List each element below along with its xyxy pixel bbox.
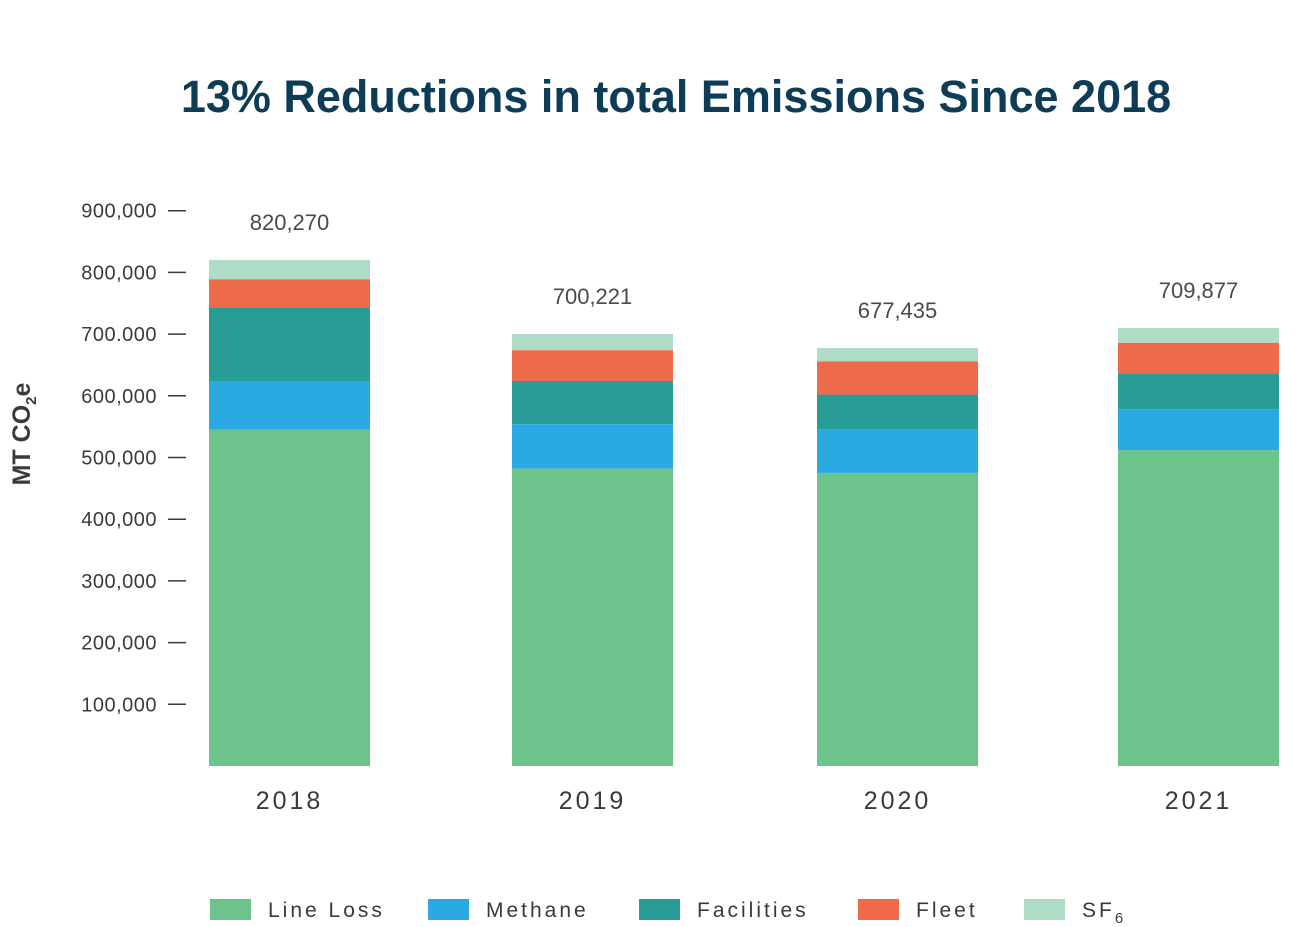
legend-label: Facilities <box>697 899 809 922</box>
bar-group-2019 <box>512 333 673 766</box>
x-tick-label-2019: 2019 <box>559 787 627 815</box>
y-axis-label-tail: e <box>8 383 36 397</box>
bar-segment-sf-2018 <box>209 259 370 280</box>
legend-item-facilities: Facilities <box>639 899 809 922</box>
legend-swatch <box>1024 899 1065 920</box>
legend-item-line-loss: Line Loss <box>210 899 385 922</box>
total-label-2018: 820,270 <box>250 210 330 235</box>
bar-segment-fleet-2018 <box>209 279 370 308</box>
y-tick-label: 600,000 <box>81 386 157 408</box>
bar-segment-methane-2021 <box>1118 409 1279 451</box>
x-tick-label-2018: 2018 <box>256 787 324 815</box>
bars <box>209 259 1279 766</box>
total-label-2021: 709,877 <box>1159 278 1239 303</box>
y-axis: 100,000 200,000 300,000 400,000 500,000 600,0… <box>81 201 186 716</box>
bar-segment-fleet-2021 <box>1118 342 1279 374</box>
bar-segment-facilities-2019 <box>512 380 673 425</box>
total-label-2019: 700,221 <box>553 284 633 309</box>
legend-label: SF6 <box>1082 899 1126 927</box>
chart-title: 13% Reductions in total Emissions Since … <box>181 71 1171 122</box>
x-tick-label-2021: 2021 <box>1165 787 1233 815</box>
total-labels: 820,270 700,221 677,435 709,877 <box>250 210 1239 323</box>
legend-label: Line Loss <box>268 899 385 922</box>
y-tick-label: 300,000 <box>81 571 157 593</box>
bar-segment-methane-2018 <box>209 381 370 430</box>
legend-swatch <box>210 899 251 920</box>
bar-segment-line-loss-2019 <box>512 468 673 766</box>
legend-label-text: Fleet <box>916 899 978 922</box>
bar-segment-sf-2021 <box>1118 328 1279 343</box>
y-tick-label: 700.000 <box>81 324 157 346</box>
bar-group-2018 <box>209 259 370 766</box>
bar-group-2021 <box>1118 328 1279 766</box>
y-axis-label-main: MT CO <box>8 405 36 486</box>
bar-segment-sf-2020 <box>817 348 978 362</box>
bar-segment-fleet-2019 <box>512 350 673 381</box>
bar-segment-facilities-2021 <box>1118 373 1279 410</box>
total-label-2020: 677,435 <box>858 298 938 323</box>
legend-label-text: Facilities <box>697 899 809 922</box>
y-tick-label: 200,000 <box>81 633 157 655</box>
bar-segment-methane-2019 <box>512 424 673 469</box>
legend-label: Methane <box>486 899 589 922</box>
bar-segment-line-loss-2018 <box>209 429 370 766</box>
legend-swatch <box>428 899 469 920</box>
bar-segment-line-loss-2020 <box>817 472 978 766</box>
bar-segment-sf-2019 <box>512 333 673 351</box>
y-tick-label: 800,000 <box>81 262 157 284</box>
x-tick-label-2020: 2020 <box>864 787 932 815</box>
legend-swatch <box>639 899 680 920</box>
legend-label-sub: 6 <box>1115 910 1126 927</box>
y-tick-label: 900,000 <box>81 201 157 223</box>
bar-segment-fleet-2020 <box>817 361 978 395</box>
legend-label: Fleet <box>916 899 978 922</box>
legend: Line Loss Methane Facilities Fleet SF6 <box>210 899 1126 927</box>
legend-item-methane: Methane <box>428 899 589 922</box>
y-tick-label: 100,000 <box>81 694 157 716</box>
y-tick-label: 500,000 <box>81 448 157 470</box>
legend-swatch <box>858 899 899 920</box>
x-axis: 2018 2019 2020 2021 <box>256 787 1233 815</box>
y-axis-label: MT CO2e <box>8 383 40 486</box>
bar-segment-line-loss-2021 <box>1118 450 1279 766</box>
legend-item-sf: SF6 <box>1024 899 1126 927</box>
legend-label-text: Methane <box>486 899 589 922</box>
bar-segment-facilities-2020 <box>817 394 978 430</box>
legend-label-text: Line Loss <box>268 899 385 922</box>
legend-label-text: SF <box>1082 899 1115 922</box>
legend-item-fleet: Fleet <box>858 899 978 922</box>
bar-group-2020 <box>817 348 978 766</box>
y-tick-label: 400,000 <box>81 509 157 531</box>
bar-segment-methane-2020 <box>817 429 978 473</box>
bar-segment-facilities-2018 <box>209 307 370 382</box>
y-axis-label-sub: 2 <box>23 397 40 405</box>
